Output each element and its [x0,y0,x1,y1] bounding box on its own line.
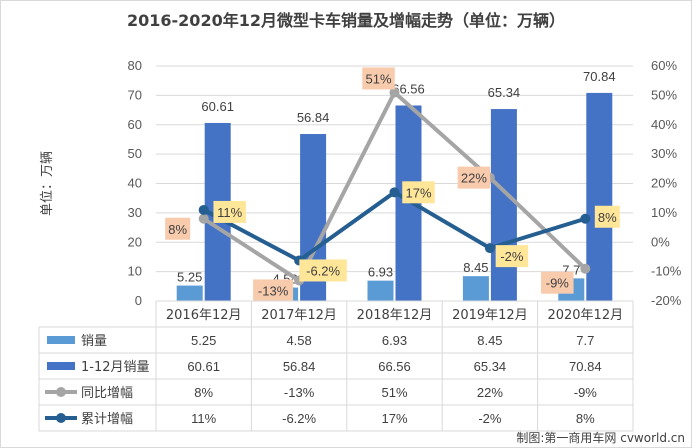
cumulative-growth-data-label-bg [495,245,529,268]
yoy-growth-data-label-bg [457,166,491,189]
table-cell-value: 11% [191,411,216,426]
left-axis-tick-label: 60 [128,117,142,132]
chart-title: 2016-2020年12月微型卡车销量及增幅走势（单位：万辆） [127,11,565,30]
legend-key-marker [56,387,66,397]
bar-monthly-sales [367,280,394,301]
left-axis-tick-label: 70 [128,87,142,102]
cumulative-sales-data-label: 66.56 [392,81,425,96]
yoy-growth-data-label: 22% [461,171,487,186]
legend-series-name: 1-12月销量 [81,360,150,375]
yoy-growth-point [198,213,209,224]
table-cell-value: 22% [477,385,503,400]
table-cell-value: -6.2% [282,411,316,426]
cumulative-sales-data-label: 60.61 [201,99,234,114]
yoy-growth-data-label: 51% [365,71,391,86]
category-label: 2020年12月 [547,308,623,323]
table-cell-value: 17% [381,411,407,426]
yoy-growth-data-label-bg [165,217,191,240]
left-axis-tick-label: 0 [135,293,142,308]
table-cell-value: 65.34 [474,359,507,374]
cumulative-growth-data-label-bg [299,259,347,282]
table-cell-value: -9% [574,385,598,400]
left-axis-tick-label: 30 [128,205,142,220]
table-cell-value: 66.56 [378,359,411,374]
legend-series-name: 同比增幅 [81,386,133,401]
table-cell-value: 5.25 [191,333,216,348]
yoy-growth-data-label: 8% [168,222,187,237]
monthly-sales-data-label: 8.45 [463,260,488,275]
cumulative-growth-data-label: 8% [598,210,617,225]
left-axis-tick-label: 40 [128,176,142,191]
monthly-sales-data-label: 5.25 [177,270,202,285]
cumulative-growth-point [580,213,591,224]
right-axis-tick-label: 40% [651,117,677,132]
left-axis-tick-label: 10 [128,264,142,279]
cumulative-sales-data-label: 70.84 [583,69,616,84]
right-axis-tick-label: -10% [651,264,682,279]
cumulative-growth-point [484,243,495,254]
bar-cumulative-sales [586,92,613,301]
right-axis-tick-label: 50% [651,87,677,102]
legend-key-marker [56,413,66,423]
category-label: 2017年12月 [261,308,337,323]
cumulative-growth-data-label: -6.2% [306,263,340,278]
watermark: 制图:第一商用车网 cvworld.cn [516,430,685,445]
right-axis-tick-label: -20% [651,293,682,308]
bar-monthly-sales [176,285,203,301]
table-cell-value: 4.58 [286,333,311,348]
table-cell-value: 8% [576,411,595,426]
yoy-growth-data-label-bg [362,67,395,90]
table-cell-value: 8% [194,385,213,400]
cumulative-growth-point [389,187,400,198]
table-cell-value: 51% [381,385,407,400]
table-cell-value: -2% [478,411,502,426]
yoy-growth-data-label-bg [253,279,294,302]
table-cell-value: 60.61 [187,359,220,374]
table-cell-value: 56.84 [283,359,316,374]
yoy-growth-point [389,87,400,98]
cumulative-growth-data-label-bg [594,205,620,228]
table-cell-value: 7.7 [576,333,594,348]
cumulative-growth-data-label: -2% [500,249,524,264]
cumulative-growth-data-label: 11% [217,205,242,220]
left-axis-title: 单位：万辆 [40,151,55,216]
cumulative-growth-data-label-bg [402,181,435,204]
cumulative-sales-data-label: 56.84 [297,110,330,125]
table-cell-value: 8.45 [477,333,502,348]
yoy-growth-data-label: -13% [258,283,289,298]
table-cell-value: -13% [284,385,315,400]
cumulative-sales-data-label: 65.34 [488,85,521,100]
left-axis-tick-label: 50 [128,146,142,161]
right-axis-tick-label: 30% [651,146,677,161]
legend-series-name: 销量 [81,334,107,349]
cumulative-growth-point [198,204,209,215]
right-axis-tick-label: 10% [651,205,677,220]
yoy-growth-point [580,263,591,274]
category-label: 2018年12月 [357,308,433,323]
right-axis-tick-label: 60% [651,58,677,73]
yoy-growth-data-label-bg [541,271,574,294]
bar-cumulative-sales [490,109,517,301]
cumulative-growth-data-label-bg [213,200,246,223]
bar-monthly-sales [462,276,489,301]
yoy-growth-data-label: -9% [546,276,570,291]
category-label: 2019年12月 [452,308,528,323]
table-cell-value: 6.93 [382,333,407,348]
legend-key-bar [47,362,75,370]
right-axis-tick-label: 20% [651,176,677,191]
cumulative-growth-data-label: 17% [405,185,431,200]
table-cell-value: 70.84 [569,359,602,374]
category-label: 2016年12月 [166,308,242,323]
legend-series-name: 累计增幅 [81,412,133,427]
left-axis-tick-label: 80 [128,58,142,73]
right-axis-tick-label: 0% [651,234,670,249]
legend-key-bar [47,336,75,344]
monthly-sales-data-label: 6.93 [368,265,393,280]
left-axis-tick-label: 20 [128,234,142,249]
